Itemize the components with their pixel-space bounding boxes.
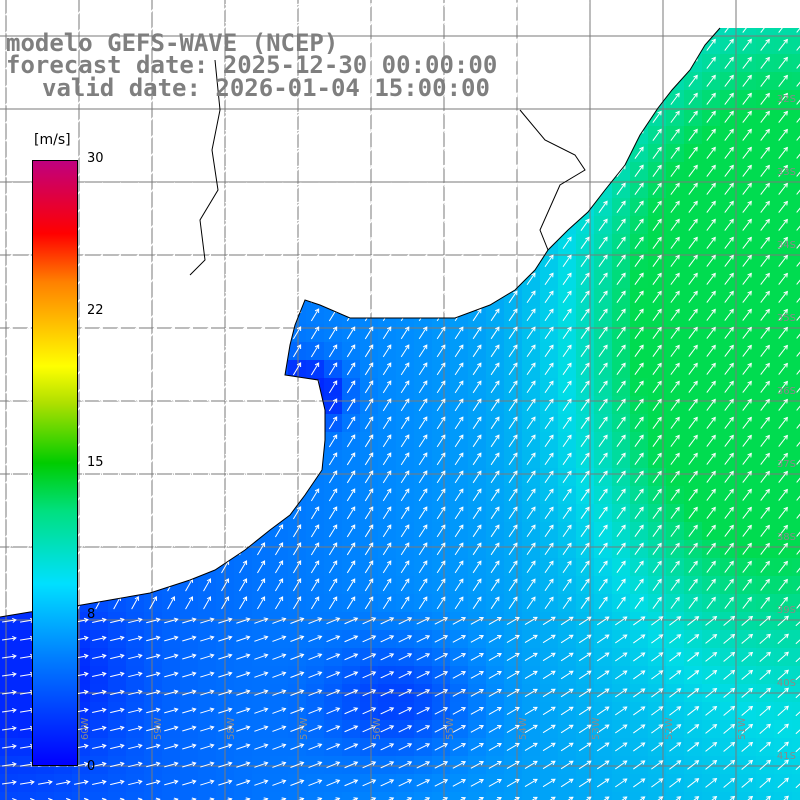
colorbar-tick-22: 22 [87, 303, 104, 318]
colorbar-tick-30: 30 [87, 151, 104, 166]
lon-label: 53W [591, 717, 602, 740]
lat-label: 34S [776, 240, 796, 251]
lon-label: 60W [80, 717, 91, 740]
lat-label: 40S [776, 678, 796, 689]
lat-label: 38S [776, 532, 796, 543]
valid-date: valid date: 2026-01-04 15:00:00 [42, 74, 490, 102]
forecast-date: forecast date: 2025-12-30 00:00:00 [6, 51, 498, 79]
land-mask [0, 0, 800, 617]
lat-label: 41S [776, 751, 796, 762]
colorbar-gradient [33, 161, 77, 765]
colorbar-tick-15: 15 [87, 455, 104, 470]
lon-label: 59W [153, 717, 164, 740]
lon-label: 52W [664, 717, 675, 740]
lon-label: 58W [226, 717, 237, 740]
lon-label: 57W [299, 717, 310, 740]
lon-label: 55W [445, 717, 456, 740]
model-title: modelo GEFS-WAVE (NCEP) [6, 29, 339, 57]
colorbar-frame [32, 160, 78, 766]
lat-label: 32S [776, 94, 796, 105]
lat-label: 33S [776, 167, 796, 178]
lat-label: 39S [776, 605, 796, 616]
lat-label: 35S [776, 313, 796, 324]
lat-label: 36S [776, 386, 796, 397]
coastline [0, 27, 721, 618]
colorbar-tick-8: 8 [87, 607, 96, 622]
lat-label: 37S [776, 459, 796, 470]
lon-label: 51W [737, 717, 748, 740]
lon-label: 54W [518, 717, 529, 740]
colorbar-tick-0: 0 [87, 759, 96, 774]
colorbar-units: [m/s] [34, 132, 71, 148]
lon-label: 56W [372, 717, 383, 740]
